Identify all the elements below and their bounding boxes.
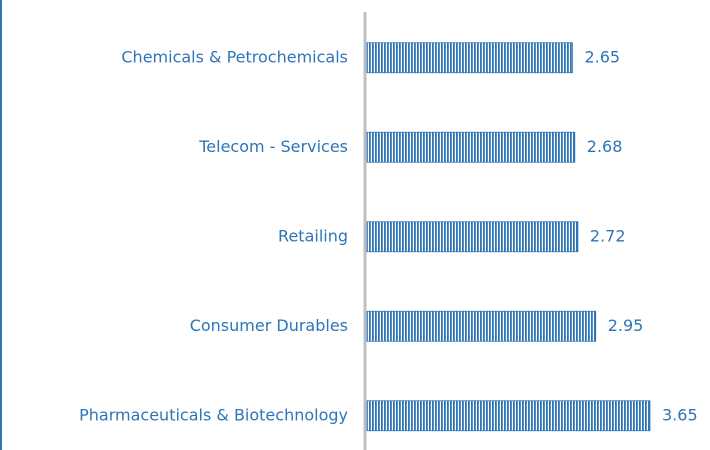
value-label: 2.95 — [608, 316, 644, 335]
value-label: 3.65 — [662, 405, 698, 424]
value-label: 2.65 — [584, 47, 620, 66]
category-label: Pharmaceuticals & Biotechnology — [79, 405, 348, 424]
bar — [366, 400, 651, 432]
bar — [366, 221, 579, 253]
category-label: Retailing — [278, 226, 348, 245]
bar — [366, 131, 576, 163]
bar — [366, 310, 597, 342]
bar — [366, 42, 573, 74]
category-label: Chemicals & Petrochemicals — [121, 47, 348, 66]
value-label: 2.68 — [587, 137, 623, 156]
category-label: Telecom - Services — [198, 137, 348, 156]
category-label: Consumer Durables — [190, 316, 348, 335]
value-label: 2.72 — [590, 226, 626, 245]
